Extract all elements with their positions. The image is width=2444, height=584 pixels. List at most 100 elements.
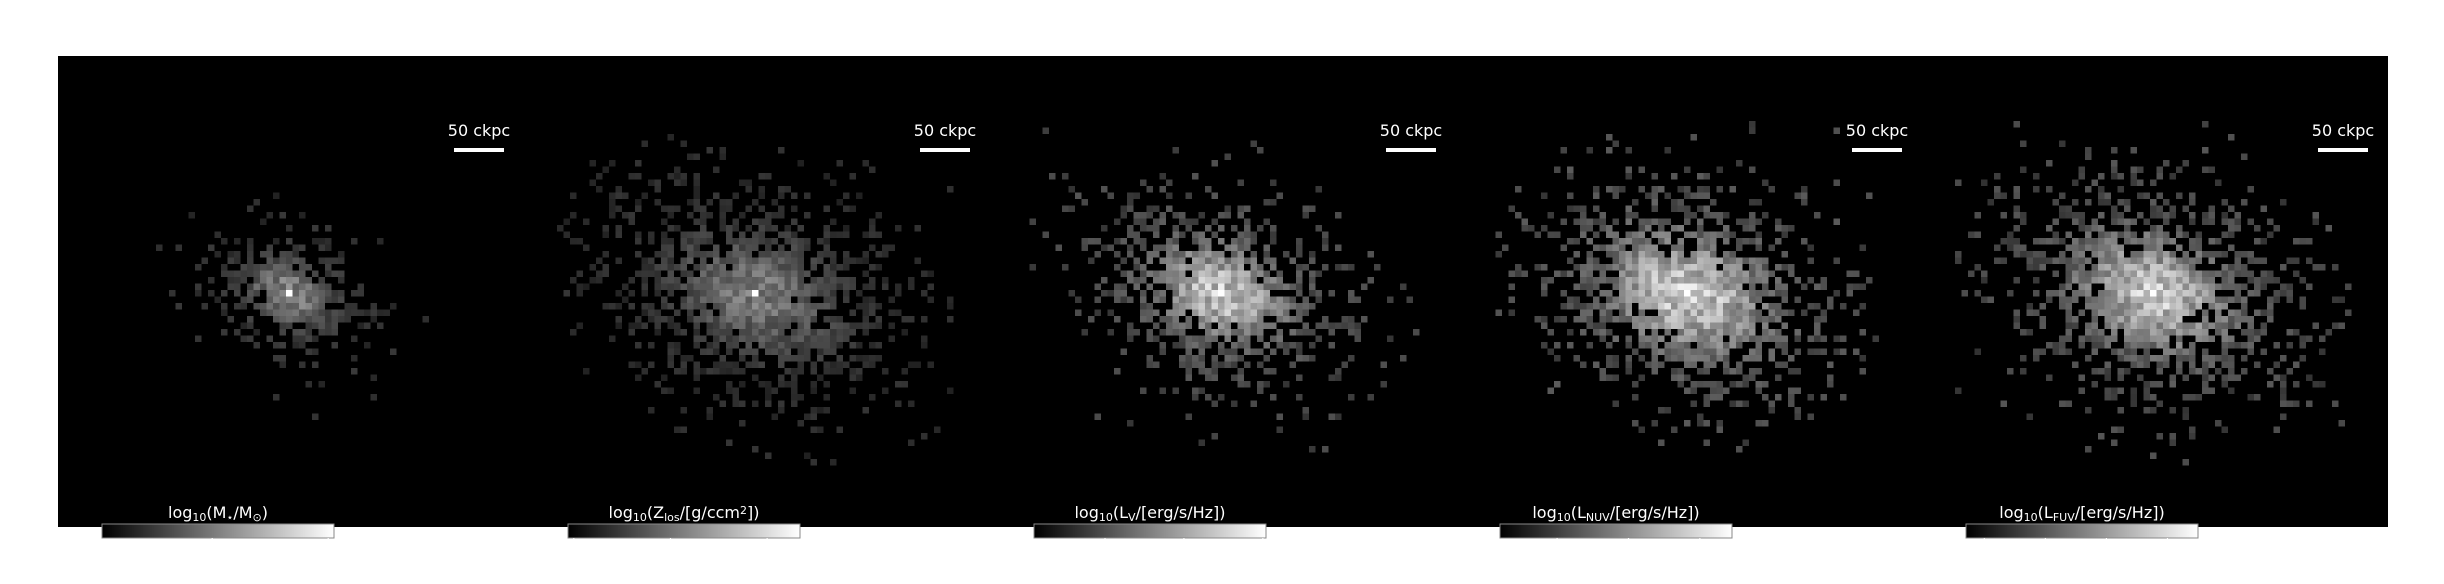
pixel — [195, 335, 202, 342]
pixel — [1684, 420, 1691, 427]
pixel — [1632, 199, 1639, 206]
pixel — [2117, 218, 2124, 225]
pixel — [745, 290, 752, 297]
pixel — [1619, 251, 1626, 258]
pixel — [2215, 251, 2222, 258]
pixel — [273, 264, 280, 271]
pixel — [1140, 387, 1147, 394]
pixel — [1749, 212, 1756, 219]
pixel — [2124, 225, 2131, 232]
pixel — [1270, 225, 1277, 232]
pixel — [1192, 387, 1199, 394]
pixel — [331, 290, 338, 297]
pixel — [2078, 225, 2085, 232]
pixel — [1289, 303, 1296, 310]
pixel — [1801, 238, 1808, 245]
pixel — [2065, 277, 2072, 284]
pixel — [2345, 283, 2352, 290]
pixel — [2026, 329, 2033, 336]
pixel — [2208, 270, 2215, 277]
pixel — [1981, 270, 1988, 277]
pixel — [1172, 225, 1179, 232]
pixel — [2208, 322, 2215, 329]
pixel — [778, 205, 785, 212]
pixel — [2208, 296, 2215, 303]
pixel — [648, 309, 655, 316]
pixel — [693, 368, 700, 375]
pixel — [1276, 283, 1283, 290]
pixel — [1205, 309, 1212, 316]
pixel — [2007, 290, 2014, 297]
pixel — [1276, 413, 1283, 420]
pixel — [667, 283, 674, 290]
pixel — [273, 238, 280, 245]
pixel — [1166, 283, 1173, 290]
pixel — [1296, 316, 1303, 323]
pixel — [1645, 277, 1652, 284]
pixel — [1296, 355, 1303, 362]
pixel — [1276, 309, 1283, 316]
pixel — [286, 277, 293, 284]
pixel — [1703, 212, 1710, 219]
pixel — [2176, 329, 2183, 336]
pixel — [2176, 270, 2183, 277]
pixel — [693, 179, 700, 186]
pixel — [279, 270, 286, 277]
pixel — [2156, 361, 2163, 368]
pixel — [726, 205, 733, 212]
pixel — [1211, 374, 1218, 381]
pixel — [1671, 257, 1678, 264]
pixel — [1315, 225, 1322, 232]
pixel — [2312, 264, 2319, 271]
pixel — [2007, 244, 2014, 251]
pixel — [706, 413, 713, 420]
pixel — [843, 277, 850, 284]
pixel — [2195, 270, 2202, 277]
scale-bar — [920, 148, 970, 152]
pixel — [2169, 374, 2176, 381]
pixel — [1541, 225, 1548, 232]
pixel — [661, 283, 668, 290]
pixel — [1690, 322, 1697, 329]
pixel — [726, 231, 733, 238]
pixel — [947, 186, 954, 193]
pixel — [765, 452, 772, 459]
pixel — [286, 283, 293, 290]
pixel — [1185, 192, 1192, 199]
pixel — [687, 277, 694, 284]
pixel — [2215, 238, 2222, 245]
pixel — [836, 264, 843, 271]
pixel — [2013, 121, 2020, 128]
pixel — [214, 231, 221, 238]
pixel — [2013, 309, 2020, 316]
pixel — [1788, 400, 1795, 407]
pixel — [2182, 277, 2189, 284]
pixel — [2156, 400, 2163, 407]
pixel — [693, 173, 700, 180]
pixel — [739, 303, 746, 310]
pixel — [875, 355, 882, 362]
pixel — [1736, 238, 1743, 245]
pixel — [1749, 127, 1756, 134]
pixel — [325, 290, 332, 297]
pixel — [882, 368, 889, 375]
pixel — [791, 257, 798, 264]
pixel — [2052, 231, 2059, 238]
pixel — [1619, 277, 1626, 284]
pixel — [2228, 134, 2235, 141]
pixel — [2111, 251, 2118, 258]
pixel — [830, 329, 837, 336]
pixel — [1690, 283, 1697, 290]
colorbar-tick-label: 27 — [2157, 546, 2177, 565]
pixel — [1827, 381, 1834, 388]
pixel — [318, 322, 325, 329]
pixel — [2117, 173, 2124, 180]
pixel — [1573, 296, 1580, 303]
pixel — [745, 277, 752, 284]
pixel — [2163, 316, 2170, 323]
pixel — [862, 283, 869, 290]
pixel — [2260, 322, 2267, 329]
pixel — [2195, 290, 2202, 297]
pixel — [2169, 329, 2176, 336]
pixel — [1697, 186, 1704, 193]
